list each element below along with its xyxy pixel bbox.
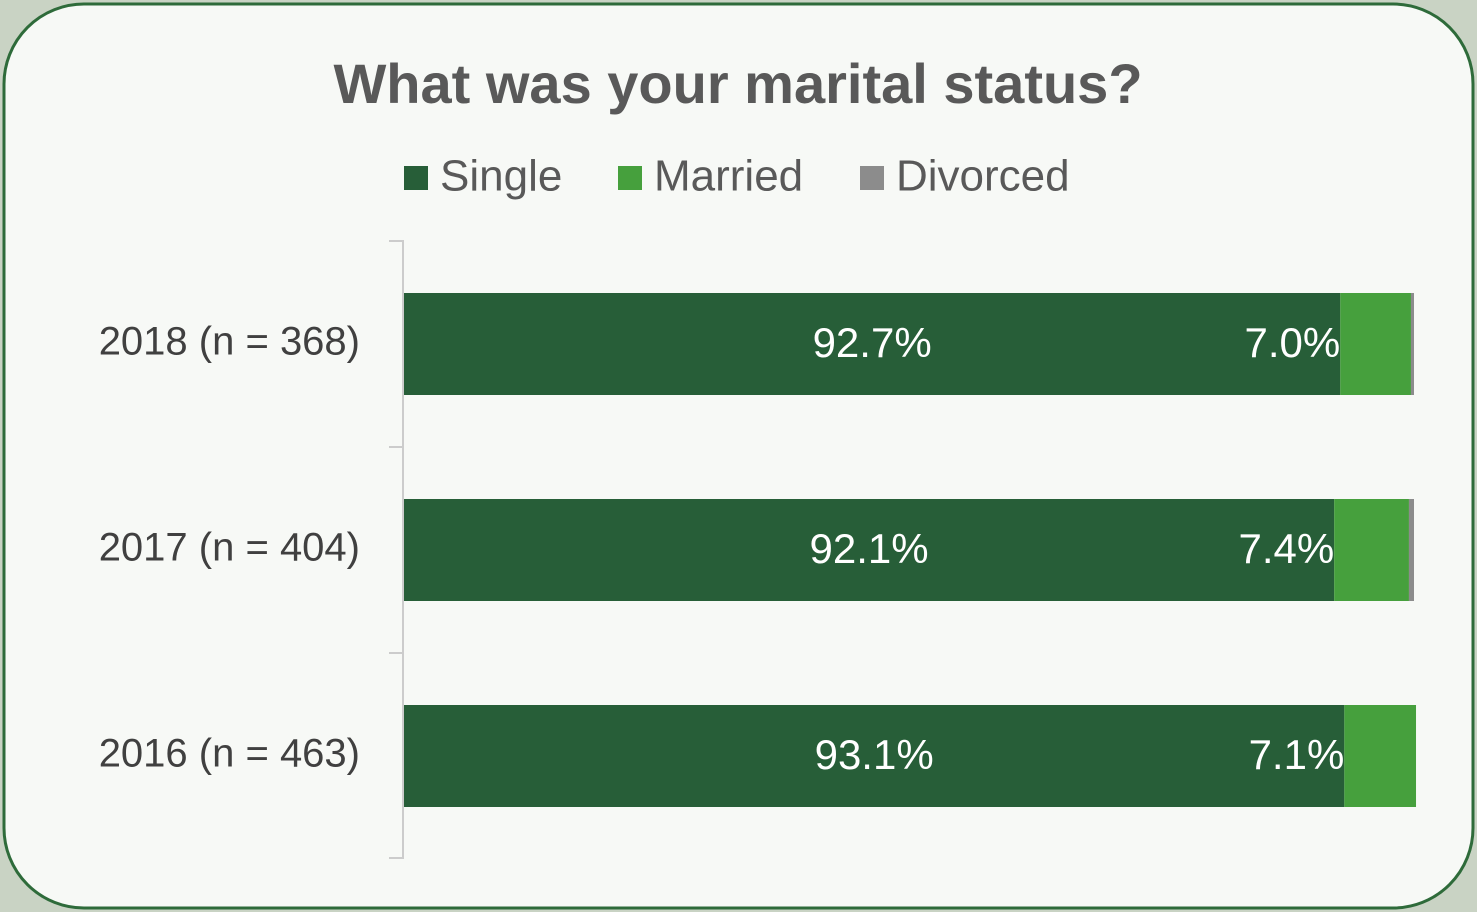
data-label: 7.1% [1249, 731, 1345, 778]
bar-segment [1408, 499, 1414, 601]
bar-segment [1334, 499, 1409, 601]
category-axis [389, 240, 404, 859]
data-label: 7.0% [1245, 319, 1341, 366]
data-label: 93.1% [815, 731, 934, 778]
bar-segment [1410, 293, 1414, 395]
legend-swatch [404, 166, 428, 190]
legend-swatch [618, 166, 642, 190]
y-tick-label: 2018 (n = 368) [99, 320, 360, 364]
y-tick-label: 2017 (n = 404) [99, 526, 360, 570]
y-tick-label: 2016 (n = 463) [99, 732, 360, 776]
data-label: 7.4% [1238, 525, 1334, 572]
legend-label: Divorced [896, 152, 1070, 201]
bar-segment [404, 705, 1345, 807]
legend-label: Single [440, 152, 562, 201]
data-label: 92.1% [810, 525, 929, 572]
legend-label: Married [654, 152, 803, 201]
bar-segment [404, 293, 1341, 395]
bar-segment [1344, 705, 1417, 807]
data-label: 92.7% [813, 319, 932, 366]
chart-title: What was your marital status? [333, 52, 1142, 115]
bar-segment [1340, 293, 1411, 395]
legend-swatch [860, 166, 884, 190]
bar-segment [404, 499, 1335, 601]
